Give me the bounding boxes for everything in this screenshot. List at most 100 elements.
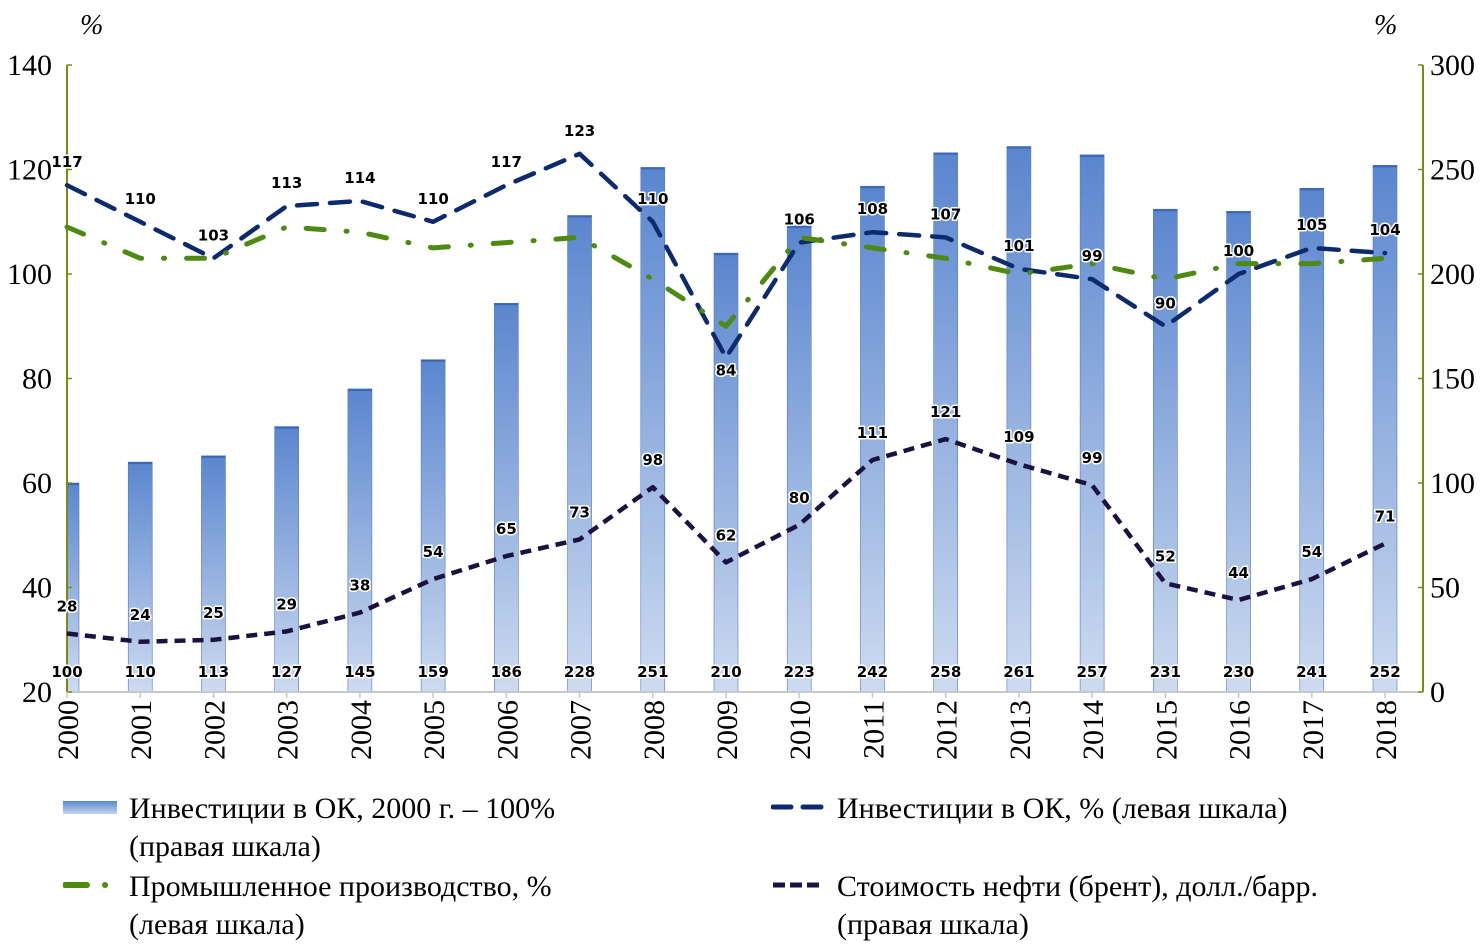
x-tick-label-2015: 2015 — [1150, 700, 1183, 760]
bar-value-label: 258 — [930, 663, 961, 681]
oil-price-label: 28 — [57, 597, 78, 615]
left-axis-tick-label: 140 — [7, 49, 52, 82]
investment-pct-label: 117 — [51, 153, 82, 171]
investment-pct-label: 117 — [491, 153, 522, 171]
right-axis-tick-label: 100 — [1430, 467, 1475, 500]
investment-pct-label: 99 — [1082, 247, 1103, 265]
bar-2014 — [1079, 154, 1105, 693]
right-axis-tick-label: 150 — [1430, 363, 1475, 396]
legend-item-investment-index: Инвестиции в ОК, 2000 г. – 100% (правая … — [62, 790, 555, 866]
bar-2012 — [933, 152, 958, 693]
legend-label: Промышленное производство, % — [129, 870, 552, 903]
left-axis-tick-label: 100 — [7, 258, 52, 291]
oil-price-label: 38 — [349, 577, 370, 595]
right-axis-unit-label: % — [1374, 10, 1397, 41]
x-tick-label-2016: 2016 — [1224, 700, 1257, 760]
legend-label-scale: (правая шкала) — [837, 908, 1029, 941]
lines-layer — [64, 151, 1388, 645]
legend: Инвестиции в ОК, 2000 г. – 100% (правая … — [0, 788, 1483, 945]
bar-2018 — [1372, 165, 1398, 693]
legend-item-oil-price: Стоимость нефти (брент), долл./барр. (пр… — [770, 868, 1318, 944]
bar-value-label: 100 — [51, 663, 82, 681]
oil-price-label: 73 — [569, 503, 590, 521]
series-line-short-dashed — [66, 436, 1386, 645]
bar-value-label: 113 — [198, 663, 229, 681]
bar-value-label: 210 — [710, 663, 741, 681]
x-tick-label-2001: 2001 — [125, 700, 158, 760]
right-axis-tick-label: 0 — [1430, 676, 1445, 709]
legend-item-industrial-production: Промышленное производство, % (левая шкал… — [62, 868, 552, 944]
x-tick-label-2017: 2017 — [1297, 700, 1330, 760]
bar-2015 — [1153, 208, 1178, 693]
bar-value-label: 228 — [564, 663, 595, 681]
investment-pct-label: 103 — [198, 226, 229, 244]
bar-value-label: 242 — [857, 663, 888, 681]
legend-dashdot-swatch-icon — [62, 868, 117, 902]
x-tick-label-2007: 2007 — [565, 700, 598, 760]
bar-2006 — [494, 302, 519, 693]
bar-2011 — [860, 185, 885, 693]
investment-pct-label: 104 — [1369, 221, 1400, 239]
investment-pct-label: 108 — [857, 200, 888, 218]
oil-price-label: 71 — [1375, 508, 1396, 526]
bars-layer — [66, 146, 1398, 693]
oil-price-label: 25 — [203, 604, 224, 622]
bar-value-label: 230 — [1223, 663, 1254, 681]
investment-pct-label: 123 — [564, 122, 595, 140]
x-tick-label-2008: 2008 — [638, 700, 671, 760]
investment-pct-label: 114 — [344, 169, 375, 187]
oil-price-label: 24 — [130, 606, 151, 624]
left-axis-tick-label: 40 — [22, 572, 52, 605]
bar-2001 — [127, 461, 153, 693]
x-tick-label-2011: 2011 — [857, 700, 890, 759]
bar-value-label: 159 — [417, 663, 448, 681]
investment-pct-label: 107 — [930, 205, 961, 223]
bar-value-label: 223 — [784, 663, 815, 681]
bar-value-label: 127 — [271, 663, 302, 681]
left-axis-unit-label: % — [80, 10, 103, 41]
bar-value-label: 257 — [1076, 663, 1107, 681]
bar-2005 — [420, 359, 446, 693]
investment-pct-label: 110 — [125, 190, 156, 208]
investment-pct-label: 106 — [784, 211, 815, 229]
bar-2007 — [567, 215, 592, 693]
legend-label: Стоимость нефти (брент), долл./барр. — [837, 870, 1319, 903]
oil-price-label: 121 — [930, 403, 961, 421]
oil-price-label: 99 — [1082, 449, 1103, 467]
investment-pct-label: 90 — [1155, 294, 1176, 312]
bar-2010 — [786, 225, 812, 693]
bar-value-label: 231 — [1150, 663, 1181, 681]
series-line-dash-dot — [64, 224, 1388, 329]
combo-chart: 20 40 60 80 100 120 140 0 50 100 150 200 250 300% % 200… — [7, 10, 1475, 760]
left-axis-tick-label: 60 — [22, 467, 52, 500]
x-tick-label-2004: 2004 — [345, 700, 378, 760]
investment-pct-label: 101 — [1003, 237, 1034, 255]
legend-label: Инвестиции в ОК, 2000 г. – 100% — [129, 792, 556, 825]
right-axis-tick-label: 250 — [1430, 154, 1475, 187]
legend-label-scale: (левая шкала) — [129, 908, 305, 941]
x-tick-label-2006: 2006 — [491, 700, 524, 760]
bar-value-label: 251 — [637, 663, 668, 681]
right-axis-tick-label: 50 — [1430, 572, 1460, 605]
oil-price-label: 54 — [1301, 543, 1322, 561]
investment-pct-label: 110 — [637, 190, 668, 208]
bar-value-label: 261 — [1003, 663, 1034, 681]
oil-price-label: 44 — [1228, 564, 1249, 582]
labels-layer: 100 110 113 127 145 159 186 228 251 210 223 242 258 2… — [50, 120, 1402, 682]
bar-value-label: 145 — [344, 663, 375, 681]
oil-price-label: 111 — [857, 424, 888, 442]
investment-pct-label: 113 — [271, 174, 302, 192]
left-axis-tick-label: 80 — [22, 363, 52, 396]
oil-price-label: 65 — [496, 520, 517, 538]
investment-pct-label: 84 — [716, 362, 737, 380]
axes-layer: 20 40 60 80 100 120 140 0 50 100 150 200 250 300% % 200… — [7, 10, 1475, 760]
x-tick-label-2014: 2014 — [1077, 700, 1110, 760]
bar-2017 — [1299, 188, 1325, 693]
bar-2013 — [1006, 146, 1032, 693]
x-tick-label-2013: 2013 — [1004, 700, 1037, 760]
bar-value-label: 186 — [491, 663, 522, 681]
oil-price-label: 98 — [642, 451, 663, 469]
x-tick-label-2010: 2010 — [784, 700, 817, 760]
oil-price-label: 62 — [716, 526, 737, 544]
legend-short-dashed-swatch-icon — [770, 868, 825, 902]
